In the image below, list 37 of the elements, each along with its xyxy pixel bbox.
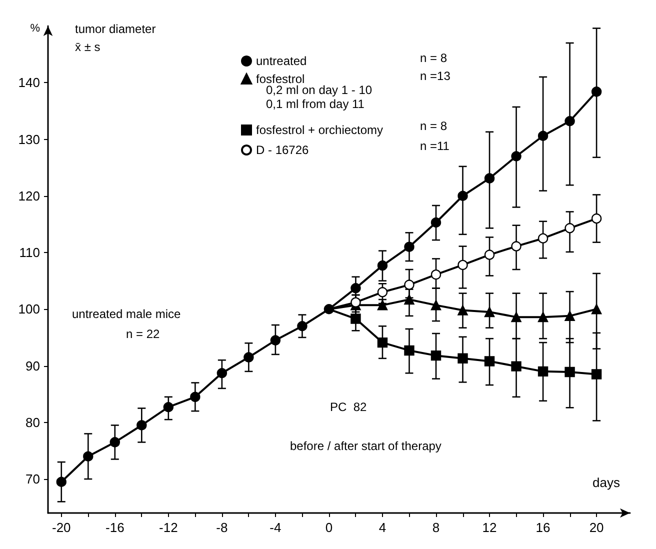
text: x̄ ± s [75,40,100,54]
x-axis-title: days [592,475,620,490]
y-tick-label: 90 [26,358,40,374]
chart-title: tumor diameter [75,22,156,36]
y-tick-label: 80 [26,414,40,430]
annotation: PC 82 [330,400,368,414]
y-tick-label: 70 [26,472,40,487]
y-tick-label: 120 [18,188,40,204]
annotation: before / after start of therapy [290,439,442,453]
annotation: n = 8 [420,119,448,133]
x-tick-label: 12 [482,520,497,535]
annotation: n =13 [420,69,451,83]
y-tick-label: 130 [18,132,40,147]
x-tick-label: 20 [589,520,604,535]
legend-label: untreated [256,54,307,68]
x-tick-label: 8 [432,520,440,535]
x-tick-label: -8 [216,520,228,535]
x-tick-label: -20 [52,520,71,535]
annotation: n = 8 [420,51,448,65]
y-tick-label: 140 [18,75,40,90]
annotation: n =11 [420,139,450,153]
annotation: n = 22 [126,327,160,341]
x-tick-label: 0 [325,520,333,535]
legend-label: fosfestrol + orchiectomy [256,123,384,137]
x-tick-label: 16 [536,520,550,535]
x-tick-label: 4 [378,520,386,535]
y-tick-label: 110 [19,245,40,260]
x-tick-label: -4 [270,520,282,535]
x-tick-label: -12 [159,520,178,535]
annotation: 0,2 ml on day 1 - 10 [266,83,372,97]
x-tick-label: -16 [106,520,124,535]
legend-label: fosfestrol [256,72,305,86]
annotation: untreated male mice [72,307,182,321]
legend-label: D - 16726 [256,143,310,157]
y-axis-title: % [30,22,40,34]
annotation: 0,1 ml from day 11 [266,97,365,111]
y-tick-label: 100 [18,302,40,317]
